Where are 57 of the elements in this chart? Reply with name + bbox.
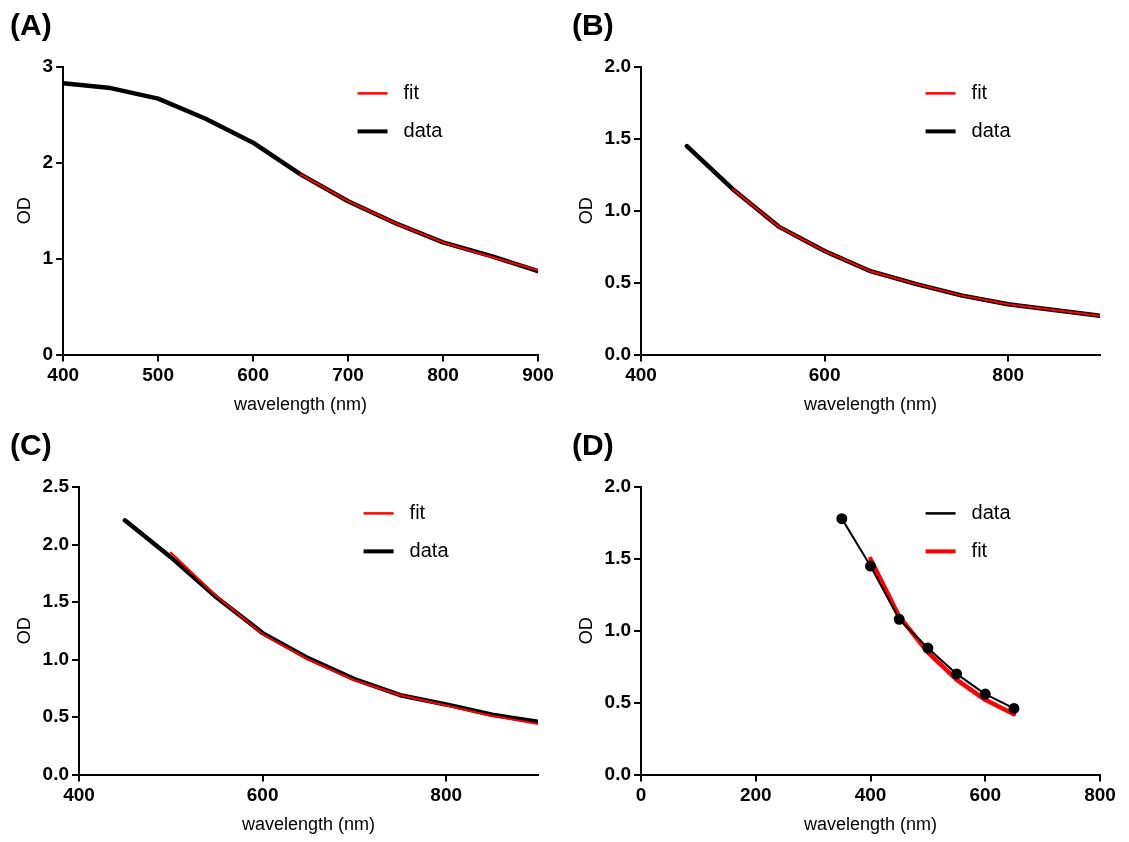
chart-title: (A) — [10, 8, 52, 42]
y-tick-label: 2 — [42, 151, 54, 173]
x-tick-label: 600 — [969, 784, 1002, 806]
x-tick-label: 400 — [63, 784, 95, 806]
legend-label: fit — [409, 500, 426, 523]
y-tick-label: 1.0 — [604, 619, 632, 641]
x-tick-label: 900 — [522, 364, 554, 386]
y-axis-title: OD — [575, 197, 596, 225]
y-tick-label: 1.5 — [604, 127, 632, 149]
y-tick-label: 1 — [42, 246, 54, 268]
y-tick-label: 2.0 — [604, 475, 632, 497]
x-tick-label: 800 — [427, 364, 459, 386]
legend-label: fit — [403, 80, 420, 103]
legend-label: fit — [971, 538, 988, 561]
x-tick-label: 600 — [808, 364, 841, 386]
y-axis-title: OD — [575, 617, 596, 645]
y-tick-label: 1.0 — [42, 647, 70, 669]
y-tick-label: 1.0 — [604, 199, 632, 221]
y-tick-label: 0.5 — [604, 690, 632, 712]
x-tick-label: 800 — [992, 364, 1025, 386]
y-tick-label: 3 — [42, 55, 54, 77]
y-tick-label: 0.5 — [604, 270, 632, 292]
legend-label: fit — [971, 80, 988, 103]
y-axis-title: OD — [13, 617, 34, 645]
y-tick-label: 2.5 — [42, 475, 70, 497]
legend-label: data — [409, 538, 450, 561]
x-tick-label: 500 — [142, 364, 174, 386]
x-tick-label: 400 — [625, 364, 657, 386]
y-tick-label: 1.5 — [604, 547, 632, 569]
y-tick-label: 0.0 — [604, 342, 632, 364]
x-tick-label: 600 — [237, 364, 269, 386]
x-tick-label: 200 — [739, 784, 772, 806]
y-axis-title: OD — [13, 197, 34, 225]
y-tick-label: 2.0 — [604, 55, 632, 77]
y-tick-label: 2.0 — [42, 532, 70, 554]
x-tick-label: 400 — [47, 364, 80, 386]
y-tick-label: 0.0 — [604, 762, 632, 784]
x-tick-label: 0 — [635, 784, 647, 806]
y-tick-label: 0.5 — [42, 705, 70, 727]
y-tick-label: 1.5 — [42, 590, 70, 612]
chart-title: (C) — [10, 428, 52, 462]
chart-title: (B) — [572, 8, 614, 42]
x-tick-label: 700 — [332, 364, 364, 386]
legend-label: data — [403, 118, 444, 141]
legend-label: data — [971, 500, 1012, 523]
x-axis-title: wavelength (nm) — [802, 814, 938, 835]
x-axis-title: wavelength (nm) — [240, 814, 376, 835]
x-axis-title: wavelength (nm) — [802, 394, 938, 415]
legend-label: data — [971, 118, 1012, 141]
y-tick-label: 0.0 — [42, 762, 70, 784]
x-tick-label: 600 — [246, 784, 279, 806]
chart-title: (D) — [572, 428, 614, 462]
y-tick-label: 0 — [42, 342, 54, 364]
x-axis-title: wavelength (nm) — [233, 394, 368, 415]
x-tick-label: 400 — [854, 784, 887, 806]
x-tick-label: 800 — [430, 784, 463, 806]
x-tick-label: 800 — [1084, 784, 1116, 806]
